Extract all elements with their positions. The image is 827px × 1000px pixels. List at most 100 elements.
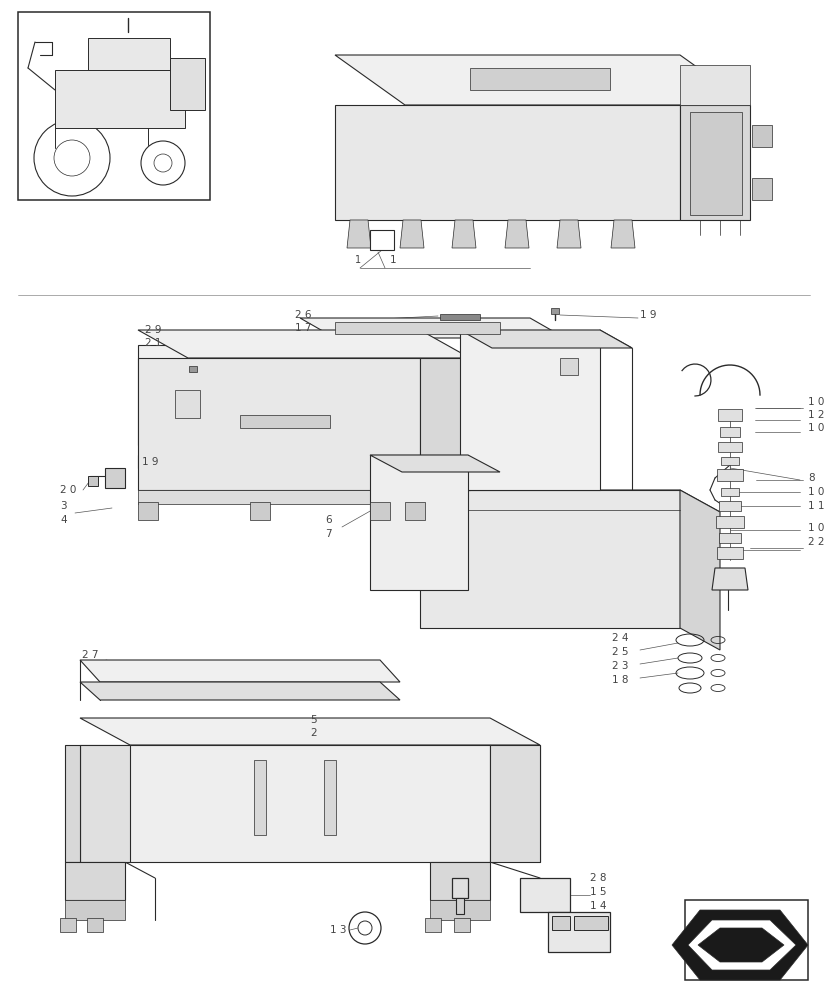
Text: 5: 5 (309, 715, 316, 725)
Polygon shape (80, 660, 399, 682)
Polygon shape (65, 862, 125, 900)
Text: 1 0: 1 0 (807, 487, 824, 497)
Text: 2 8: 2 8 (590, 873, 605, 883)
Polygon shape (550, 308, 558, 314)
Polygon shape (424, 918, 441, 932)
Polygon shape (715, 516, 743, 528)
Polygon shape (718, 501, 740, 511)
Polygon shape (65, 900, 125, 920)
Polygon shape (610, 220, 634, 248)
Polygon shape (573, 916, 607, 930)
Polygon shape (452, 878, 467, 898)
Text: 1 0: 1 0 (807, 423, 824, 433)
Text: 1 9: 1 9 (141, 457, 158, 467)
Polygon shape (751, 178, 771, 200)
Polygon shape (559, 358, 577, 375)
Polygon shape (679, 490, 719, 650)
Polygon shape (138, 358, 419, 490)
Polygon shape (88, 38, 170, 70)
Text: 1: 1 (390, 255, 396, 265)
Polygon shape (452, 220, 476, 248)
Polygon shape (697, 928, 783, 962)
Polygon shape (138, 455, 309, 468)
Text: 2 6: 2 6 (294, 310, 311, 320)
Polygon shape (679, 105, 749, 220)
Polygon shape (370, 455, 467, 590)
Polygon shape (751, 125, 771, 147)
Polygon shape (404, 502, 424, 520)
Text: 1 1: 1 1 (807, 501, 824, 511)
Polygon shape (719, 427, 739, 437)
Polygon shape (718, 533, 740, 543)
Text: 2 4: 2 4 (611, 633, 628, 643)
Polygon shape (419, 490, 719, 512)
Polygon shape (429, 900, 490, 920)
Polygon shape (323, 760, 336, 835)
Polygon shape (80, 718, 539, 745)
Text: 2: 2 (309, 728, 316, 738)
Polygon shape (65, 745, 80, 862)
Polygon shape (687, 920, 795, 970)
Text: 2 3: 2 3 (611, 661, 628, 671)
Text: 8: 8 (807, 473, 814, 483)
Polygon shape (80, 745, 130, 862)
Polygon shape (80, 745, 490, 862)
Text: 2 9: 2 9 (145, 325, 161, 335)
Polygon shape (557, 220, 581, 248)
Polygon shape (299, 318, 564, 338)
Polygon shape (88, 476, 98, 486)
Polygon shape (335, 105, 679, 220)
Polygon shape (335, 55, 749, 105)
Polygon shape (547, 912, 609, 952)
Polygon shape (189, 366, 197, 372)
Polygon shape (174, 390, 200, 418)
Text: 3: 3 (60, 501, 66, 511)
Polygon shape (105, 468, 125, 488)
Polygon shape (60, 918, 76, 932)
Polygon shape (720, 488, 739, 496)
Polygon shape (460, 330, 600, 490)
Polygon shape (716, 469, 742, 481)
Polygon shape (419, 358, 470, 490)
Polygon shape (254, 760, 265, 835)
Text: 2 5: 2 5 (611, 647, 628, 657)
Polygon shape (684, 900, 807, 980)
Polygon shape (453, 918, 470, 932)
Text: 1 0: 1 0 (807, 523, 824, 533)
Polygon shape (717, 409, 741, 421)
Polygon shape (347, 220, 370, 248)
Polygon shape (552, 916, 569, 930)
Polygon shape (720, 457, 739, 465)
Polygon shape (470, 68, 609, 90)
Polygon shape (456, 898, 463, 914)
Polygon shape (18, 12, 210, 200)
Text: 1 9: 1 9 (639, 310, 656, 320)
Polygon shape (138, 345, 215, 445)
Polygon shape (504, 220, 528, 248)
Text: 2 0: 2 0 (60, 485, 76, 495)
Polygon shape (250, 502, 270, 520)
Polygon shape (672, 910, 807, 980)
Polygon shape (689, 112, 741, 215)
Polygon shape (138, 502, 158, 520)
Polygon shape (460, 330, 631, 348)
Polygon shape (717, 442, 741, 452)
Polygon shape (716, 547, 742, 559)
Polygon shape (370, 455, 500, 472)
Text: 2 1: 2 1 (145, 338, 161, 348)
Text: 6: 6 (325, 515, 332, 525)
Polygon shape (80, 682, 399, 700)
Polygon shape (370, 230, 394, 250)
Polygon shape (439, 314, 480, 320)
Polygon shape (335, 322, 500, 334)
Text: 1: 1 (355, 255, 361, 265)
Text: 1 5: 1 5 (590, 887, 605, 897)
Text: 7: 7 (325, 529, 332, 539)
Text: 1 0: 1 0 (807, 397, 824, 407)
Polygon shape (399, 220, 423, 248)
Text: 1 3: 1 3 (330, 925, 346, 935)
Polygon shape (138, 330, 470, 358)
Polygon shape (490, 745, 539, 862)
Polygon shape (370, 502, 390, 520)
Polygon shape (429, 862, 490, 900)
